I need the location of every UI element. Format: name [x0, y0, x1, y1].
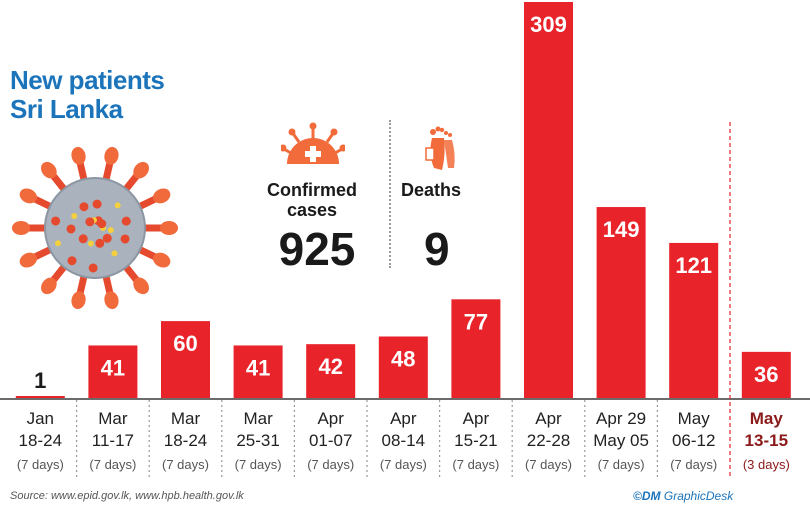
x-tick-days-label: (7 days): [162, 457, 209, 472]
x-tick-days-label: (7 days): [307, 457, 354, 472]
x-tick-label-line-2: 08-14: [382, 431, 425, 450]
x-tick-label-line-1: Jan: [27, 409, 54, 428]
x-tick-label-line-1: Mar: [98, 409, 128, 428]
x-tick-label-line-2: 13-15: [745, 431, 788, 450]
credit-mark: ©DM: [633, 489, 661, 503]
bar: [596, 207, 646, 398]
chart-title: New patients Sri Lanka: [10, 65, 165, 124]
x-tick-label-line-2: 25-31: [236, 431, 279, 450]
x-tick-days-label: (7 days): [89, 457, 136, 472]
stats-divider: [389, 120, 391, 268]
chart-title-line-1: New patients: [10, 65, 165, 95]
x-tick-days-label: (7 days): [17, 457, 64, 472]
bar-value-label: 121: [675, 253, 712, 278]
x-tick-label-line-2: 01-07: [309, 431, 352, 450]
x-tick-label-line-1: Apr: [463, 409, 490, 428]
x-tick-label-line-2: 18-24: [19, 431, 62, 450]
source-note: Source: www.epid.gov.lk, www.hpb.health.…: [10, 490, 244, 502]
x-tick-label-line-1: May: [678, 409, 711, 428]
bar: [15, 396, 65, 398]
bar-value-label: 309: [530, 12, 567, 37]
confirmed-cases-value: 925: [278, 223, 356, 275]
bar-value-label: 48: [391, 346, 415, 371]
bar: [451, 299, 501, 398]
toe-tag-feet-icon: [425, 126, 455, 170]
virus-plus-icon: [281, 122, 345, 164]
x-tick-days-label: (7 days): [525, 457, 572, 472]
chart-title-line-2: Sri Lanka: [10, 94, 123, 124]
bar: [161, 321, 210, 398]
x-tick-label-line-1: May: [750, 409, 784, 428]
bar: [306, 344, 356, 398]
confirmed-label-line-1: Confirmed: [267, 180, 357, 200]
deaths-label: Deaths: [401, 180, 462, 200]
x-tick-label-line-2: 18-24: [164, 431, 207, 450]
deaths-value: 9: [424, 223, 450, 275]
x-tick-label-line-2: 11-17: [92, 431, 134, 450]
bar-value-label: 77: [464, 309, 488, 334]
x-tick-label-line-1: Apr: [535, 409, 562, 428]
x-tick-days-label: (7 days): [598, 457, 645, 472]
x-tick-label-line-1: Apr: [390, 409, 417, 428]
x-tick-days-label: (3 days): [743, 457, 790, 472]
bar: [378, 336, 428, 398]
confirmed-label-line-2: cases: [286, 200, 338, 220]
credit-note: ©DM GraphicDesk: [633, 489, 733, 503]
bar-value-label: 60: [173, 331, 197, 356]
x-tick-label-line-1: Apr 29: [596, 409, 646, 428]
bar: [741, 351, 791, 398]
bar: [669, 242, 719, 398]
x-tick-label-line-2: 22-28: [527, 431, 570, 450]
bar-value-label: 149: [603, 217, 640, 242]
x-tick-label-line-1: Mar: [243, 409, 273, 428]
x-tick-days-label: (7 days): [670, 457, 717, 472]
bar-value-label: 36: [754, 362, 778, 387]
x-tick-days-label: (7 days): [235, 457, 282, 472]
bar-value-label: 41: [246, 355, 270, 380]
x-tick-label-line-1: Mar: [171, 409, 201, 428]
x-tick-days-label: (7 days): [452, 457, 499, 472]
credit-text: GraphicDesk: [663, 489, 734, 503]
x-tick-label-line-1: Apr: [317, 409, 344, 428]
x-tick-label-line-2: 06-12: [672, 431, 715, 450]
bar: [88, 345, 138, 398]
coronavirus-illustration-icon: [12, 146, 178, 310]
x-tick-label-line-2: May 05: [593, 431, 649, 450]
bar: [524, 1, 573, 398]
bar-value-label: 1: [34, 368, 46, 393]
bar-value-label: 42: [318, 354, 342, 379]
x-tick-days-label: (7 days): [380, 457, 427, 472]
confirmed-cases-label: Confirmed cases: [252, 180, 372, 220]
bar: [233, 345, 283, 398]
bar-value-label: 41: [101, 355, 125, 380]
x-tick-label-line-2: 15-21: [454, 431, 497, 450]
